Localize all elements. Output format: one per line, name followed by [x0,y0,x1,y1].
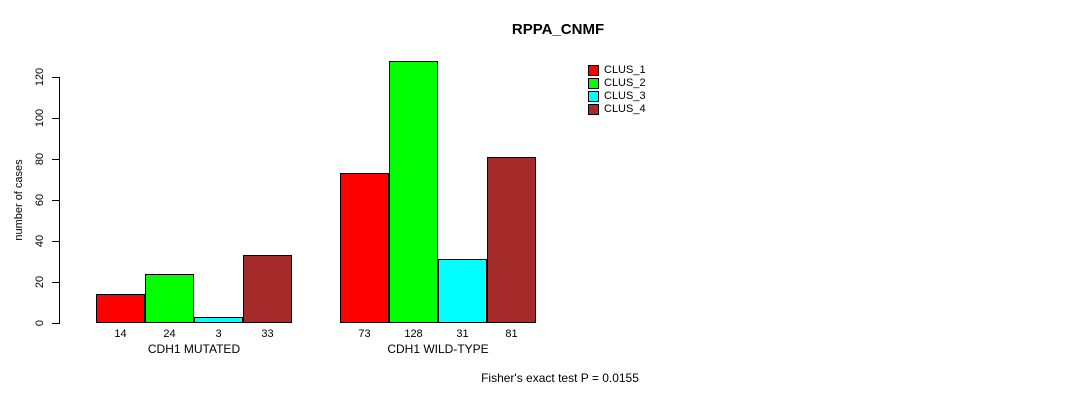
bar-clus-3-cdh1-wild-type [438,259,487,323]
legend-label-clus-1: CLUS_1 [604,64,646,76]
legend-swatch-clus-2 [588,78,599,89]
bar-value-clus-1-cdh1-wild-type: 73 [358,328,371,340]
y-axis-tick-20 [52,282,59,283]
bar-value-clus-2-cdh1-mutated: 24 [163,328,176,340]
fisher-test-annotation: Fisher's exact test P = 0.0155 [481,371,639,385]
bar-clus-4-cdh1-wild-type [487,157,536,323]
y-axis-tick-0 [52,323,59,324]
y-axis-tick-label-60: 60 [34,193,46,207]
y-axis-tick-60 [52,200,59,201]
bar-value-clus-3-cdh1-wild-type: 31 [456,328,469,340]
bar-clus-4-cdh1-mutated [243,255,292,323]
bar-clus-1-cdh1-mutated [96,294,145,323]
y-axis-tick-label-20: 20 [34,275,46,289]
bar-value-clus-3-cdh1-mutated: 3 [215,328,222,340]
bar-clus-3-cdh1-mutated [194,317,243,323]
category-label-cdh1-mutated: CDH1 MUTATED [147,342,241,356]
y-axis-tick-80 [52,159,59,160]
legend-label-clus-4: CLUS_4 [604,103,646,115]
bar-value-clus-1-cdh1-mutated: 14 [114,328,127,340]
y-axis-tick-120 [52,77,59,78]
y-axis-tick-label-80: 80 [34,152,46,166]
legend-label-clus-3: CLUS_3 [604,90,646,102]
y-axis-tick-label-40: 40 [34,234,46,248]
bar-clus-1-cdh1-wild-type [340,173,389,323]
bar-value-clus-4-cdh1-mutated: 33 [261,328,274,340]
y-axis-tick-label-0: 0 [34,319,46,327]
bar-clus-2-cdh1-wild-type [389,61,438,323]
bar-value-clus-2-cdh1-wild-type: 128 [404,328,423,340]
y-axis-tick-100 [52,118,59,119]
bar-value-clus-4-cdh1-wild-type: 81 [505,328,518,340]
bar-clus-2-cdh1-mutated [145,274,194,323]
category-label-cdh1-wild-type: CDH1 WILD-TYPE [387,342,489,356]
legend-swatch-clus-1 [588,65,599,76]
y-axis-tick-label-100: 100 [34,108,46,128]
legend-swatch-clus-3 [588,91,599,102]
legend-swatch-clus-4 [588,104,599,115]
legend-label-clus-2: CLUS_2 [604,77,646,89]
y-axis-tick-label-120: 120 [34,67,46,87]
y-axis-line [59,77,60,324]
y-axis-tick-40 [52,241,59,242]
chart-title: RPPA_CNMF [511,21,605,38]
y-axis-title: number of cases [13,159,25,241]
